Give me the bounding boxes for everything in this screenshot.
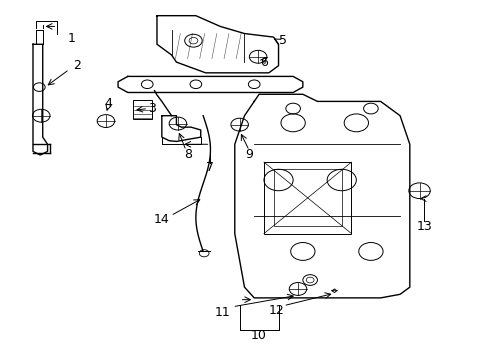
Text: 8: 8 (184, 148, 192, 162)
Text: 11: 11 (214, 306, 230, 319)
Bar (132, 100, 152, 119)
Text: 2: 2 (73, 59, 81, 72)
Text: 5: 5 (279, 34, 287, 47)
Text: 10: 10 (251, 329, 266, 342)
Text: 3: 3 (148, 102, 156, 115)
Text: 7: 7 (206, 161, 214, 174)
Text: 6: 6 (260, 55, 267, 69)
Text: 9: 9 (245, 148, 253, 162)
Text: 14: 14 (154, 213, 169, 226)
Bar (264, 162, 351, 234)
Text: 12: 12 (268, 304, 284, 317)
Text: 1: 1 (68, 32, 76, 45)
Bar (273, 169, 341, 226)
Text: 13: 13 (416, 220, 431, 233)
Text: 4: 4 (104, 97, 112, 110)
